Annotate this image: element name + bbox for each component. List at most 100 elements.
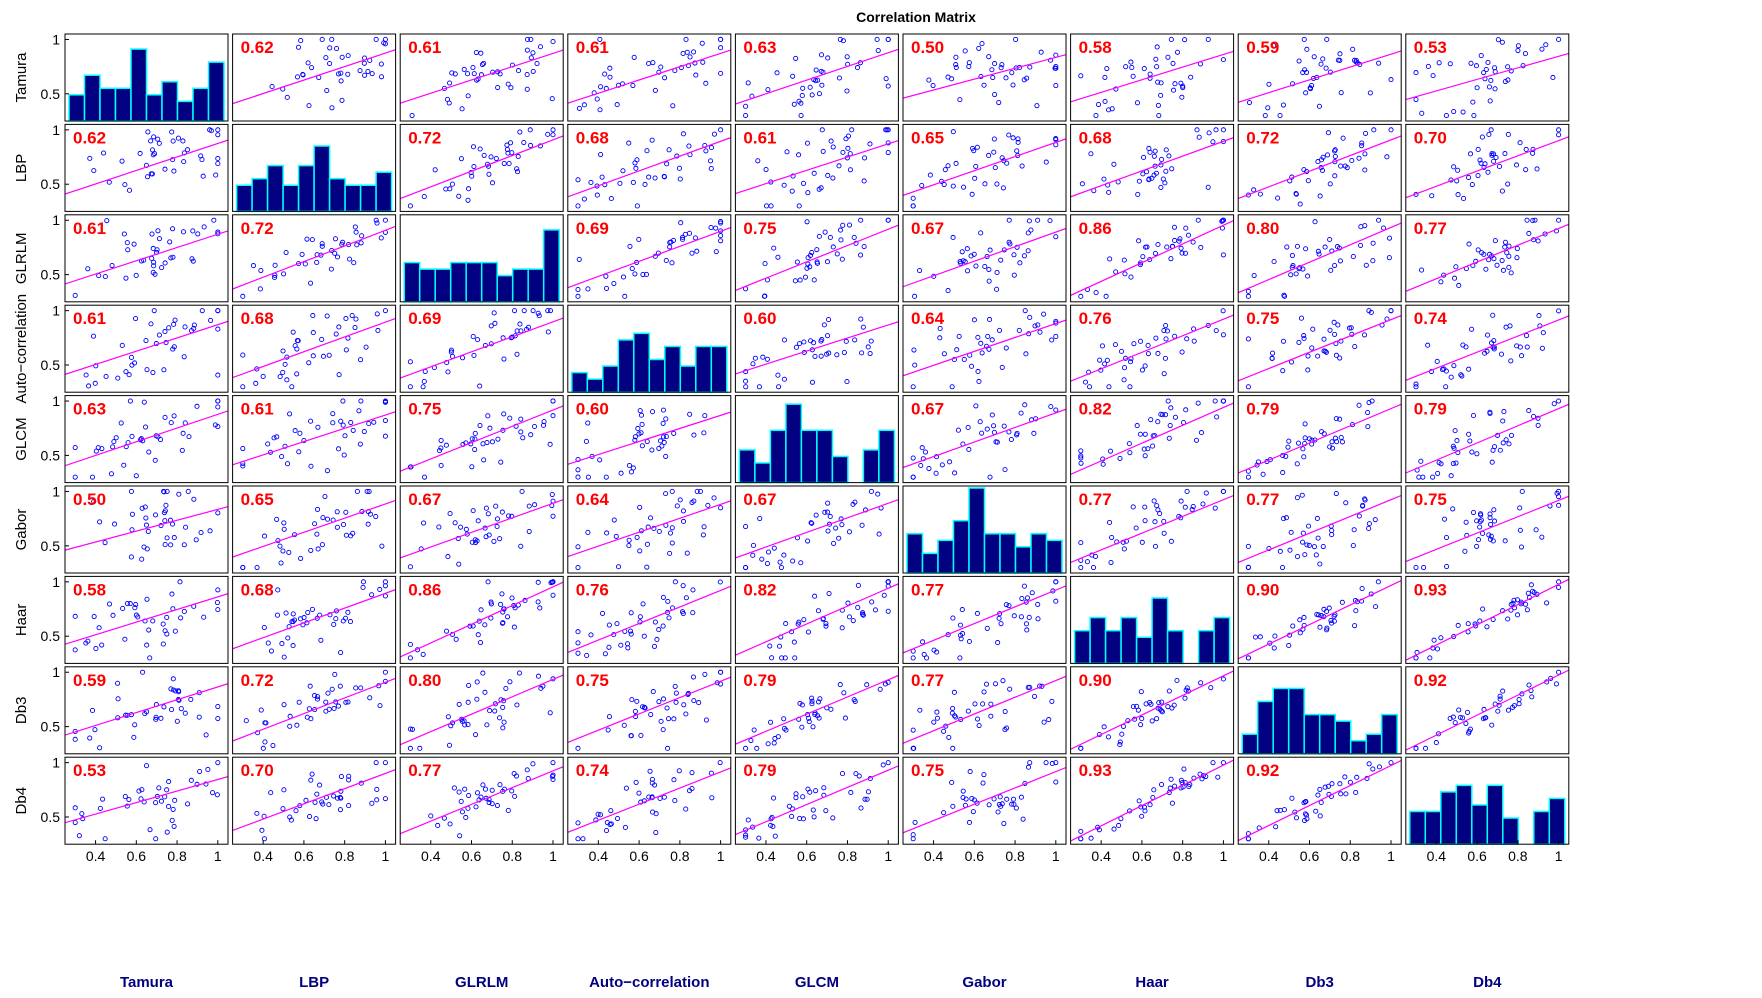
scatter-point	[1153, 56, 1159, 62]
scatter-point	[446, 742, 453, 748]
scatter-point	[809, 92, 815, 98]
panel-6-8: 0.93	[1405, 575, 1570, 664]
panel-frame	[1405, 123, 1570, 212]
fit-line	[1070, 759, 1234, 842]
correlation-label: 0.77	[911, 580, 944, 599]
scatter-points	[903, 308, 1066, 390]
scatter-point	[637, 408, 643, 414]
scatter-point	[799, 93, 805, 99]
scatter-point	[839, 522, 845, 528]
scatter-point	[644, 541, 650, 547]
scatter-point	[470, 144, 477, 150]
scatter-point	[171, 535, 177, 541]
scatter-point	[1467, 151, 1474, 157]
scatter-point	[1451, 164, 1457, 170]
scatter-point	[524, 72, 530, 78]
scatter-point	[673, 690, 679, 696]
scatter-point	[1271, 645, 1277, 651]
scatter-point	[491, 538, 497, 544]
scatter-point	[805, 629, 811, 635]
scatter-point	[1438, 635, 1444, 641]
scatter-point	[1035, 217, 1041, 223]
x-tick-label: 0.8	[1005, 848, 1025, 864]
scatter-point	[1492, 518, 1498, 524]
scatter-point	[509, 788, 515, 794]
scatter-point	[945, 163, 951, 169]
scatter-point	[917, 267, 923, 274]
scatter-point	[632, 437, 638, 443]
scatter-point	[1053, 234, 1059, 240]
scatter-point	[343, 315, 349, 322]
scatter-point	[265, 640, 271, 646]
scatter-point	[345, 71, 351, 77]
scatter-point	[643, 271, 650, 277]
scatter-point	[493, 503, 499, 509]
scatter-point	[875, 48, 881, 54]
scatter-point	[846, 614, 853, 620]
correlation-label: 0.70	[1414, 128, 1447, 147]
scatter-point	[183, 524, 189, 530]
scatter-point	[1182, 37, 1188, 43]
panel-3-3	[567, 304, 732, 393]
scatter-point	[150, 618, 156, 624]
scatter-points	[1405, 308, 1569, 390]
histogram-bar	[1471, 804, 1489, 845]
scatter-point	[1178, 245, 1184, 251]
scatter-point	[126, 797, 132, 803]
scatter-point	[1198, 430, 1205, 436]
scatter-point	[1302, 67, 1308, 73]
panel-0-5: 0.50	[902, 33, 1067, 122]
scatter-point	[1294, 495, 1300, 501]
y-tick-label: 1	[52, 393, 60, 409]
scatter-point	[1168, 256, 1174, 262]
scatter-point	[606, 622, 612, 628]
fit-line	[1405, 52, 1569, 101]
scatter-point	[826, 521, 833, 527]
scatter-point	[812, 593, 818, 599]
scatter-point	[1215, 774, 1221, 780]
scatter-point	[198, 530, 204, 536]
scatter-point	[801, 617, 807, 623]
scatter-point	[485, 511, 491, 517]
scatter-point	[1102, 361, 1108, 367]
scatter-point	[949, 779, 955, 786]
scatter-point	[718, 70, 724, 76]
scatter-point	[1497, 693, 1503, 699]
scatter-point	[1053, 779, 1059, 785]
histogram-bar	[1318, 713, 1336, 755]
panel-2-3: 0.69	[567, 214, 732, 303]
scatter-point	[240, 463, 246, 469]
scatter-point	[1035, 601, 1041, 607]
scatter-point	[196, 714, 202, 720]
scatter-point	[171, 168, 177, 174]
scatter-point	[407, 641, 413, 648]
scatter-point	[654, 636, 660, 643]
scatter-point	[630, 465, 636, 471]
scatter-point	[981, 772, 987, 778]
scatter-point	[1474, 85, 1480, 91]
scatter-point	[1478, 512, 1484, 518]
scatter-point	[1511, 597, 1517, 603]
scatter-point	[986, 152, 992, 159]
scatter-point	[215, 607, 221, 613]
scatter-point	[1158, 708, 1164, 714]
scatter-point	[1026, 218, 1032, 224]
panel-6-4: 0.82	[734, 575, 899, 664]
column-label: Db3	[1306, 974, 1334, 991]
scatter-point	[518, 416, 524, 422]
scatter-point	[457, 833, 463, 839]
panel-frame	[64, 214, 229, 303]
histogram-bar	[297, 164, 315, 213]
scatter-point	[174, 718, 180, 724]
scatter-point	[102, 836, 108, 842]
scatter-point	[919, 182, 925, 189]
scatter-point	[258, 267, 264, 274]
scatter-point	[1170, 60, 1176, 66]
scatter-point	[1556, 669, 1562, 675]
panel-frame	[734, 666, 899, 755]
scatter-point	[575, 467, 581, 473]
scatter-point	[91, 168, 97, 174]
scatter-point	[956, 333, 962, 339]
scatter-point	[1455, 192, 1461, 198]
scatter-point	[122, 182, 128, 188]
